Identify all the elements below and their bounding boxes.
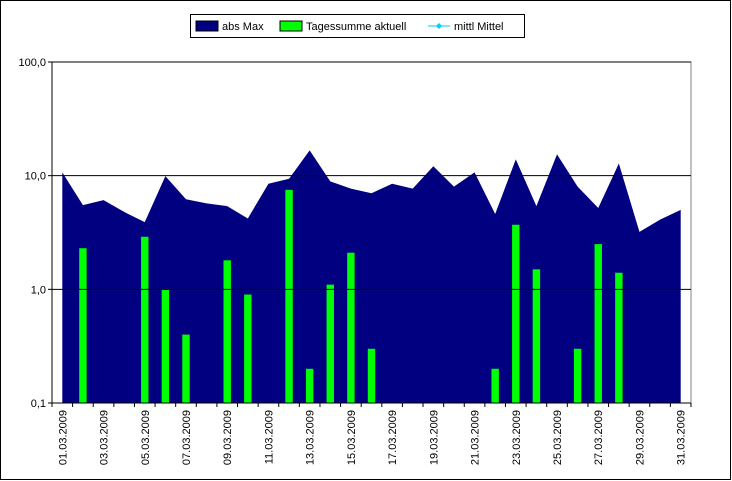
x-tick-label: 13.03.2009 [305, 410, 317, 465]
area [62, 150, 681, 403]
bar [347, 252, 355, 403]
bar [491, 368, 499, 403]
bar [326, 284, 334, 403]
bar [161, 289, 170, 403]
bar [615, 272, 623, 403]
x-tick-label: 25.03.2009 [552, 410, 564, 465]
x-tick-label: 07.03.2009 [181, 410, 193, 465]
bar [532, 269, 541, 403]
x-tick-label: 05.03.2009 [140, 410, 152, 465]
bar [305, 368, 314, 403]
x-tick-label: 27.03.2009 [593, 410, 605, 465]
y-tick-label: 1,0 [31, 284, 46, 296]
bar [223, 260, 231, 403]
legend-label: abs Max [222, 21, 264, 33]
legend-swatch [279, 20, 303, 32]
bar [367, 348, 376, 403]
legend-box [190, 14, 525, 38]
x-tick-label: 23.03.2009 [511, 410, 523, 465]
x-tick-label: 21.03.2009 [470, 410, 482, 465]
x-tick-label: 15.03.2009 [346, 410, 358, 465]
y-tick-label: 0,1 [31, 398, 46, 410]
x-tick-label: 31.03.2009 [676, 410, 688, 465]
x-tick-label: 11.03.2009 [263, 410, 275, 464]
x-tick-label: 09.03.2009 [222, 410, 234, 465]
legend-marker [436, 23, 442, 29]
y-tick-label: 10,0 [25, 171, 46, 183]
bar [182, 334, 190, 403]
x-tick-label: 17.03.2009 [387, 410, 399, 465]
bar [285, 189, 293, 403]
x-tick-label: 19.03.2009 [428, 410, 440, 465]
legend-label: mittl Mittel [454, 21, 504, 33]
bar [244, 294, 252, 403]
legend-swatch [195, 20, 219, 32]
x-tick-label: 29.03.2009 [634, 410, 646, 465]
bar [573, 348, 582, 403]
bar [512, 224, 520, 403]
bar [79, 248, 87, 403]
x-tick-label: 01.03.2009 [57, 410, 69, 465]
y-tick-label: 100,0 [18, 57, 46, 69]
x-tick-label: 03.03.2009 [99, 410, 111, 465]
bar [141, 236, 149, 403]
legend-label: Tagessumme aktuell [306, 21, 406, 33]
bar [594, 244, 602, 403]
